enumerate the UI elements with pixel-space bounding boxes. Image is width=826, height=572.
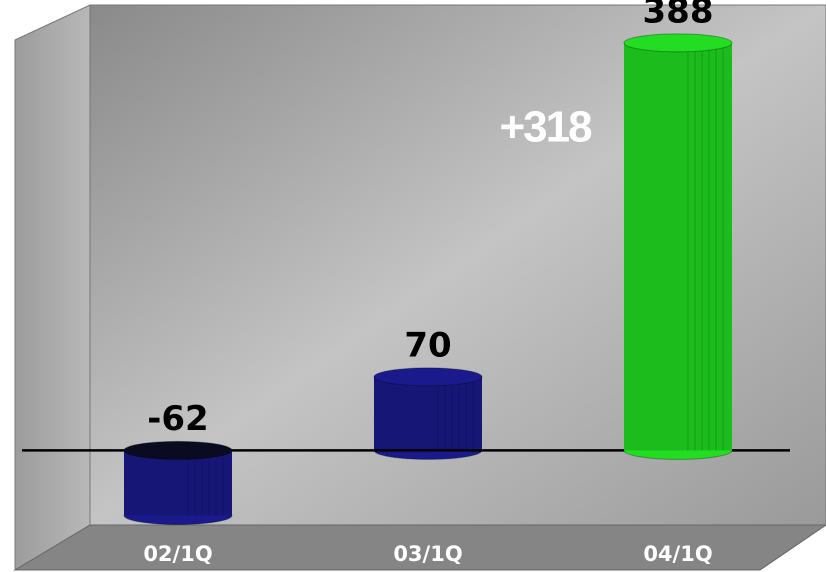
value-label: -62 bbox=[147, 399, 208, 439]
bar-top bbox=[623, 33, 733, 53]
bar bbox=[123, 440, 233, 526]
side-wall bbox=[14, 4, 91, 571]
x-tick-label: 03/1Q bbox=[393, 542, 462, 566]
bar bbox=[373, 367, 483, 460]
bar-top bbox=[123, 440, 233, 460]
bar-shade bbox=[374, 376, 482, 451]
value-label: 388 bbox=[643, 0, 714, 31]
bar-body bbox=[374, 376, 482, 451]
bar bbox=[623, 33, 733, 460]
x-tick-label: 02/1Q bbox=[143, 542, 212, 566]
bar-shade bbox=[124, 450, 232, 516]
bar-body bbox=[624, 42, 732, 451]
bar-body bbox=[124, 450, 232, 516]
x-tick-label: 04/1Q bbox=[643, 542, 712, 566]
annotation: +318 bbox=[499, 103, 592, 152]
plot: 02/1Q 03/1Q 04/1Q -62 70 388 bbox=[22, 0, 790, 566]
bar-top bbox=[373, 367, 483, 387]
bar-shade bbox=[624, 42, 732, 451]
floor bbox=[13, 524, 826, 571]
value-label: 70 bbox=[404, 325, 451, 365]
